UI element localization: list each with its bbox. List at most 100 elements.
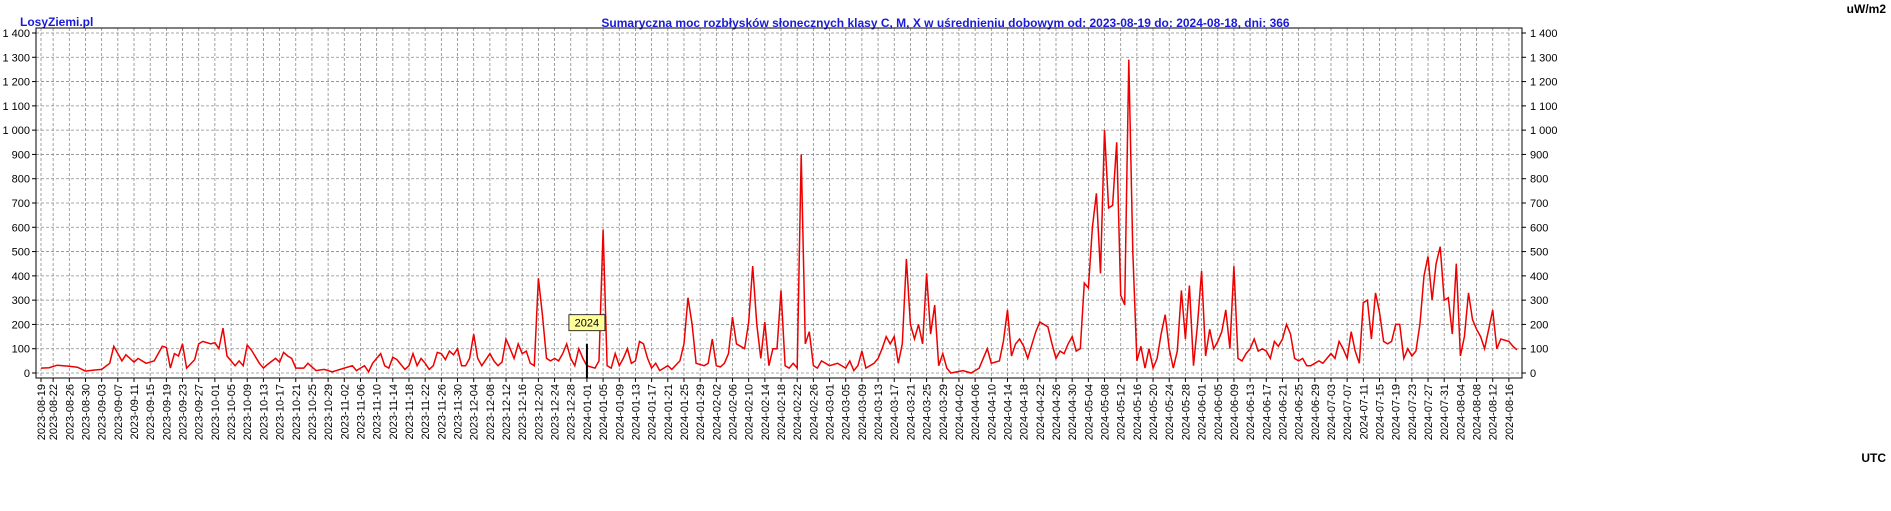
y-tick-label: 200 (12, 319, 30, 331)
x-tick-label: 2024-03-29 (938, 384, 950, 440)
x-tick-label: 2024-01-17 (647, 384, 659, 440)
x-tick-label: 2024-04-22 (1035, 384, 1047, 440)
x-tick-label: 2023-12-12 (501, 384, 513, 440)
x-tick-label: 2023-09-03 (97, 384, 109, 440)
y-tick-label: 1 400 (2, 28, 30, 40)
x-tick-label: 2024-02-06 (727, 384, 739, 440)
y-axis-left: 0 100 200 300 400 500 600 700 800 900 1 000 1 100 1 … (2, 28, 36, 380)
chart-title: Sumaryczna moc rozbłysków słonecznych kl… (601, 16, 1290, 30)
x-tick-label: 2023-12-20 (533, 384, 545, 440)
x-tick-label: 2024-03-01 (825, 384, 837, 440)
y-tick-label: 700 (1530, 198, 1548, 210)
site-logo-text[interactable]: LosyZiemi.pl (20, 15, 94, 29)
time-zone-label: UTC (1861, 451, 1886, 465)
x-tick-label: 2024-06-09 (1229, 384, 1241, 440)
x-tick-label: 2023-08-30 (80, 384, 92, 440)
y-tick-label: 600 (12, 222, 30, 234)
y-tick-label: 1 300 (1530, 52, 1558, 64)
x-tick-label: 2023-09-23 (178, 384, 190, 440)
x-tick-label: 2024-06-29 (1310, 384, 1322, 440)
x-tick-label: 2023-11-30 (453, 384, 465, 439)
y-tick-label: 1 100 (1530, 101, 1558, 113)
x-tick-label: 2024-05-12 (1116, 384, 1128, 440)
x-tick-label: 2023-09-11 (129, 384, 141, 439)
x-tick-label: 2023-12-04 (469, 384, 481, 440)
y-axis-right: 0 100 200 300 400 500 600 700 800 900 1 000 1 100 1 … (1522, 28, 1558, 380)
x-tick-label: 2023-09-07 (113, 384, 125, 440)
x-tick-label: 2024-04-14 (1002, 384, 1014, 440)
x-tick-label: 2024-04-18 (1019, 384, 1031, 440)
x-tick-label: 2023-10-05 (226, 384, 238, 440)
x-tick-label: 2023-12-28 (566, 384, 578, 440)
x-tick-label: 2024-02-18 (776, 384, 788, 440)
x-tick-label: 2024-06-25 (1294, 384, 1306, 440)
x-tick-label: 2024-07-23 (1407, 384, 1419, 440)
y-tick-label: 1 000 (1530, 125, 1558, 137)
x-tick-label: 2024-03-17 (889, 384, 901, 440)
x-tick-label: 2023-08-19 (36, 384, 48, 440)
x-tick-label: 2024-01-25 (679, 384, 691, 440)
x-tick-label: 2024-04-06 (970, 384, 982, 440)
x-tick-label: 2024-04-30 (1067, 384, 1079, 440)
x-tick-label: 2024-06-01 (1197, 384, 1209, 440)
y-tick-label: 400 (12, 271, 30, 283)
x-tick-label: 2024-02-26 (808, 384, 820, 440)
x-tick-label: 2024-07-07 (1342, 384, 1354, 440)
y-tick-label: 0 (24, 368, 30, 380)
y-tick-label: 200 (1530, 319, 1548, 331)
x-tick-label: 2023-11-18 (404, 384, 416, 439)
x-axis: 2023-08-19 2023-08-22 2023-08-26 2023-08-30… (36, 378, 1516, 440)
x-tick-label: 2024-07-31 (1439, 384, 1451, 440)
y-tick-label: 1 200 (2, 77, 30, 89)
x-tick-label: 2023-08-26 (64, 384, 76, 440)
x-tick-label: 2024-01-13 (630, 384, 642, 440)
y-tick-label: 500 (1530, 247, 1548, 259)
x-tick-label: 2023-09-27 (194, 384, 206, 440)
x-tick-label: 2024-06-13 (1245, 384, 1257, 440)
x-tick-label: 2024-02-02 (711, 384, 723, 440)
y-tick-label: 800 (1530, 174, 1548, 186)
x-tick-label: 2023-10-21 (291, 384, 303, 440)
x-tick-label: 2024-03-13 (873, 384, 885, 440)
x-tick-label: 2024-07-19 (1391, 384, 1403, 440)
x-tick-label: 2023-11-14 (388, 384, 400, 439)
y-tick-label: 1 100 (2, 101, 30, 113)
x-tick-label: 2023-11-22 (420, 384, 432, 439)
x-tick-label: 2024-03-25 (922, 384, 934, 440)
x-tick-label: 2024-05-20 (1148, 384, 1160, 440)
year-marker: 2024 (568, 314, 606, 378)
y-tick-label: 0 (1530, 368, 1536, 380)
y-tick-label: 900 (12, 149, 30, 161)
x-tick-label: 2024-01-05 (598, 384, 610, 440)
x-tick-label: 2024-02-14 (760, 384, 772, 440)
y-tick-label: 1 200 (1530, 77, 1558, 89)
y-tick-label: 300 (1530, 295, 1548, 307)
x-tick-label: 2023-10-01 (210, 384, 222, 440)
x-tick-label: 2024-07-03 (1326, 384, 1338, 440)
x-tick-label: 2024-01-01 (582, 384, 594, 440)
x-tick-label: 2024-05-04 (1083, 384, 1095, 440)
x-tick-label: 2024-04-26 (1051, 384, 1063, 440)
x-tick-label: 2023-11-26 (436, 384, 448, 439)
x-tick-label: 2024-08-04 (1455, 384, 1467, 440)
chart-grid (36, 28, 1522, 378)
y-tick-label: 100 (1530, 344, 1548, 356)
y-tick-label: 900 (1530, 149, 1548, 161)
x-tick-label: 2024-06-21 (1277, 384, 1289, 440)
x-tick-label: 2024-08-08 (1472, 384, 1484, 440)
year-marker-box (568, 314, 606, 332)
x-tick-label: 2024-06-17 (1261, 384, 1273, 440)
x-tick-label: 2024-05-28 (1180, 384, 1192, 440)
x-tick-label: 2024-04-02 (954, 384, 966, 440)
y-tick-label: 1 000 (2, 125, 30, 137)
y-tick-label: 100 (12, 344, 30, 356)
x-tick-label: 2023-12-24 (550, 384, 562, 440)
x-tick-label: 2023-10-25 (307, 384, 319, 440)
x-tick-label: 2024-08-16 (1504, 384, 1516, 440)
x-tick-label: 2023-10-17 (275, 384, 287, 440)
x-tick-label: 2024-07-11 (1358, 384, 1370, 439)
x-tick-label: 2023-09-15 (145, 384, 157, 440)
x-tick-label: 2023-12-08 (485, 384, 497, 440)
y-tick-label: 800 (12, 174, 30, 186)
